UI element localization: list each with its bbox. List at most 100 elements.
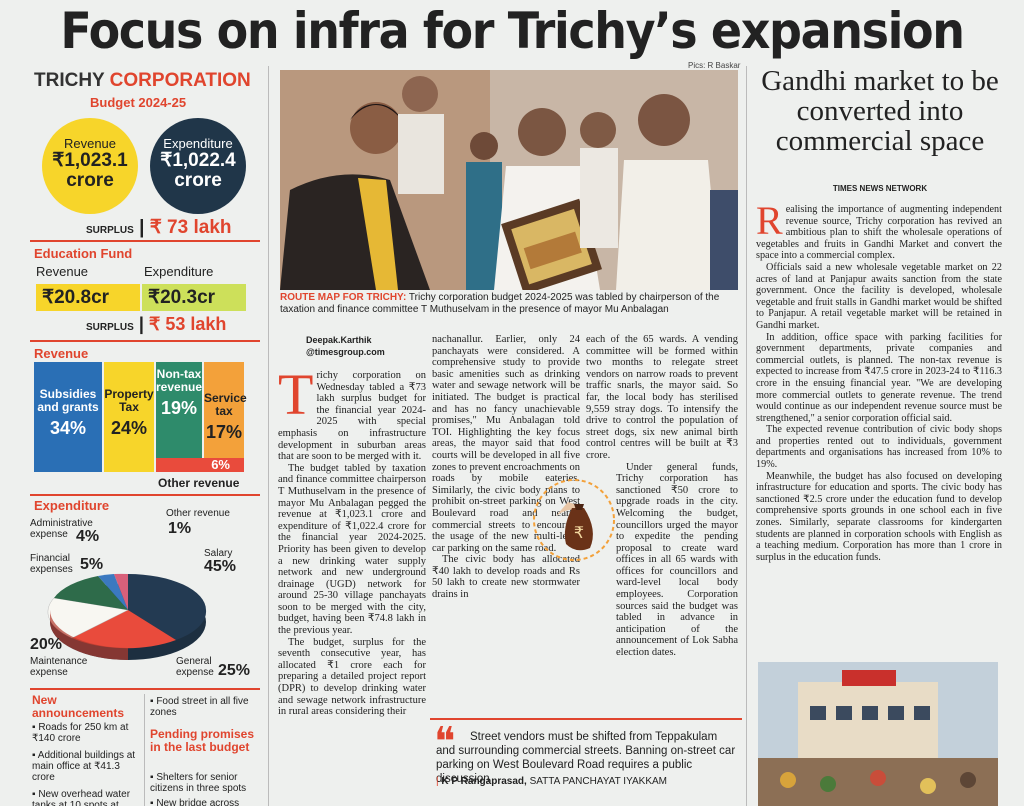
right-p1: ealising the importance of augmenting in… (756, 204, 1002, 262)
pie-maintenance-label: Maintenance expense (30, 656, 88, 678)
education-fund-heading: Education Fund (34, 246, 133, 261)
edu-revenue-value: ₹20.8cr (36, 284, 140, 311)
headline: Focus on infra for Trichy’s expansion (60, 2, 965, 60)
edu-surplus-label: SURPLUS (86, 322, 134, 333)
infographic-subtitle: Budget 2024-25 (90, 95, 187, 110)
revenue-box-other: 6% (156, 458, 244, 472)
edu-expenditure-label: Expenditure (144, 264, 214, 279)
article-col1-p1: richy corporation on Wednesday tabled a … (278, 370, 426, 463)
pie-slice-salary (128, 574, 207, 640)
list-item: ▪ New bridge across (150, 798, 260, 806)
quote-text: Street vendors must be shifted from Tepp… (436, 731, 736, 785)
news-photo (280, 70, 738, 290)
box-pct: 19% (160, 398, 198, 418)
expenditure-pie-chart (47, 573, 207, 660)
pie-other-pct: 1% (168, 520, 192, 537)
byline: Deepak.Karthik @timesgroup.com (306, 334, 385, 358)
revenue-box-property-tax: Property Tax 24% (104, 362, 154, 472)
list-item-text: Additional buildings at main office at ₹… (32, 750, 136, 783)
revenue-box-subsidies: Subsidies and grants 34% (34, 362, 102, 472)
right-p5: Meanwhile, the budget has also focused o… (756, 470, 1002, 563)
box-pct: 34% (49, 418, 87, 438)
surplus-value: ₹ 73 lakh (149, 217, 232, 238)
box-label: Subsidies and grants (37, 387, 99, 414)
quote-mark-icon: ❝ (434, 719, 456, 765)
box-label: Property Tax (104, 387, 154, 414)
expenditure-circle: Expenditure ₹1,022.4 crore (150, 118, 246, 214)
right-p3: In addition, office space with parking f… (756, 331, 1002, 424)
quote-author: K P Rangaprasad, (441, 776, 527, 787)
food-street-item: ▪ Food street in all five zones (150, 696, 249, 718)
edu-surplus-value: ₹ 53 lakh (148, 314, 227, 334)
revenue-circle: Revenue ₹1,023.1 crore (42, 118, 138, 214)
right-p2: Officials said a new wholesale vegetable… (756, 261, 1002, 331)
revenue-label: Revenue (63, 136, 117, 151)
section-divider (30, 340, 260, 342)
byline-name: Deepak.Karthik (306, 335, 372, 345)
photo-caption: ROUTE MAP FOR TRICHY: Trichy corporation… (280, 292, 738, 316)
section-divider (30, 494, 260, 496)
column-divider (268, 66, 269, 806)
new-announcements-list: ▪ Roads for 250 km at ₹140 crore ▪ Addit… (32, 722, 140, 806)
list-item-text: New bridge across (156, 798, 240, 806)
svg-text:₹: ₹ (574, 523, 584, 542)
edu-expenditure-value: ₹20.3cr (142, 284, 246, 311)
market-building-illustration (758, 662, 998, 806)
expenditure-value: ₹1,022.4 (160, 150, 236, 171)
money-bag-icon: ₹ (533, 479, 615, 561)
market-photo (758, 662, 998, 806)
box-pct: 24% (110, 418, 148, 438)
pie-general-pct: 25% (218, 662, 251, 679)
right-article-body: R ealising the importance of augmenting … (756, 204, 1002, 656)
box-label: Non-tax revenue (156, 367, 203, 394)
pending-promises-heading: Pending promises in the last budget (150, 727, 255, 754)
section-divider (30, 688, 260, 690)
pie-side (50, 610, 128, 660)
caption-label: ROUTE MAP FOR TRICHY: (280, 292, 407, 303)
right-headline: Gandhi market to be converted into comme… (761, 65, 999, 157)
caption-text: Trichy corporation budget 2024-2025 was … (280, 292, 720, 315)
right-p4: The expected revenue contribution of civ… (756, 424, 1002, 471)
article-col2-p1: nachanallur. Earlier, only 24 panchayats… (432, 334, 580, 554)
byline-handle: @timesgroup.com (306, 347, 385, 357)
expenditure-label: Expenditure (163, 136, 233, 151)
article-column-2: nachanallur. Earlier, only 24 panchayats… (432, 334, 580, 714)
article-col1-p2: The budget tabled by taxation and financ… (278, 462, 426, 637)
pie-admin-pct: 4% (76, 528, 100, 545)
article-col2-p2: The civic body has allocated ₹40 lakh to… (432, 554, 580, 601)
list-item-text: New overhead water tanks at 10 spots at (32, 789, 131, 806)
column-divider (746, 66, 747, 806)
pie-salary-pct: 45% (204, 558, 237, 575)
pie-admin-label: Administrative expense (30, 518, 93, 540)
pie-maintenance-pct: 20% (30, 636, 63, 653)
pie-other-label: Other revenue (166, 508, 230, 519)
revenue-heading: Revenue (34, 346, 89, 361)
photo-credit: Pics: R Baskar (688, 61, 741, 70)
photo-people-illustration (280, 70, 738, 290)
pie-slice-admin (98, 574, 128, 610)
list-item: ▪ Additional buildings at main office at… (32, 750, 136, 783)
list-item: ▪ Roads for 250 km at ₹140 crore (32, 722, 129, 744)
title-red: CORPORATION (109, 70, 251, 91)
article-col1-p3: The budget, surplus for the seventh cons… (278, 636, 426, 718)
revenue-box-non-tax: Non-tax revenue 19% (156, 362, 202, 458)
pie-slice-financial (54, 576, 128, 610)
expenditure-unit: crore (174, 170, 222, 191)
revenue-value: ₹1,023.1 (52, 150, 128, 171)
surplus: SURPLUS | ₹ 73 lakh (86, 217, 232, 238)
quote-box: ❝ Street vendors must be shifted from Te… (430, 718, 742, 806)
edu-surplus: SURPLUS | ₹ 53 lakh (86, 314, 227, 334)
list-item-text: Food street in all five zones (150, 696, 249, 718)
list-item: ▪ New overhead water tanks at 10 spots a… (32, 789, 140, 806)
title-black: TRICHY (34, 70, 105, 91)
new-announcements-heading: New announcements (32, 693, 125, 720)
revenue-box-service-tax: Service tax 17% (204, 362, 247, 458)
article-column-1: T richy corporation on Wednesday tabled … (278, 370, 426, 806)
pie-salary-label: Salary (204, 548, 233, 559)
pie-slice-general (72, 610, 176, 649)
other-revenue-label: Other revenue (158, 476, 240, 490)
edu-revenue-label: Revenue (36, 264, 89, 279)
article-column-3: each of the 65 wards. A vending committe… (586, 334, 738, 714)
expenditure-heading: Expenditure (34, 498, 110, 513)
pie-general-label: General expense (176, 656, 214, 678)
